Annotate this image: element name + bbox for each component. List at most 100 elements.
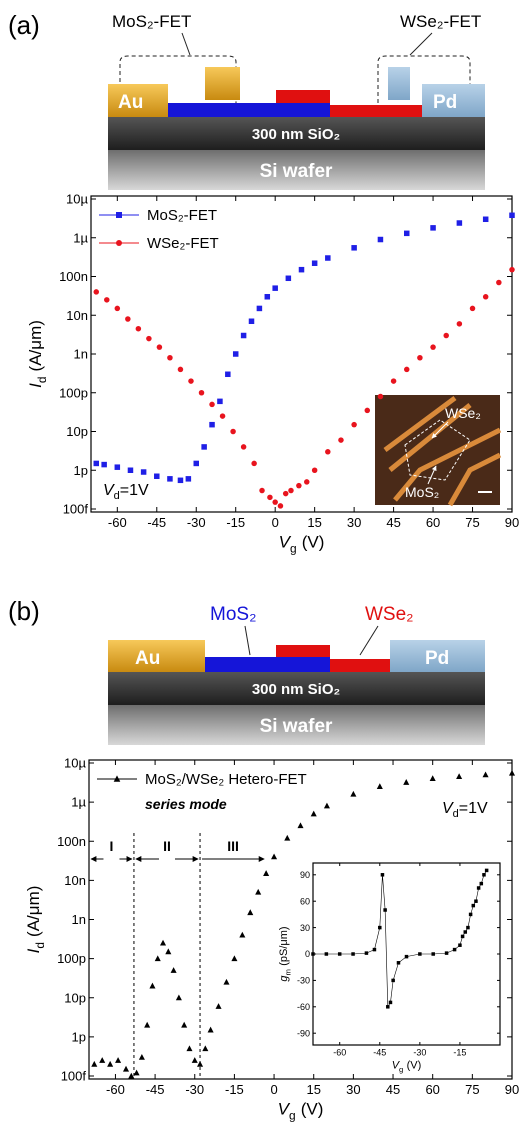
legend-note: series mode xyxy=(145,796,227,812)
point xyxy=(311,952,315,956)
point xyxy=(199,390,205,396)
point xyxy=(231,955,237,961)
x-tick-label: 0 xyxy=(270,1082,277,1097)
point xyxy=(311,811,317,817)
y-tick-label: 1n xyxy=(74,347,88,362)
point xyxy=(377,783,383,789)
point xyxy=(134,1070,140,1076)
point xyxy=(430,775,436,781)
x-tick-label: 15 xyxy=(306,1082,320,1097)
point xyxy=(403,779,409,785)
oxide-label: 300 nm SiO₂ xyxy=(252,681,340,698)
point xyxy=(220,413,226,419)
label-subscript: d xyxy=(33,942,47,949)
legend-marker xyxy=(116,240,122,246)
contact-label: Pd xyxy=(433,92,457,113)
axis-label: Vg(V) xyxy=(392,1060,422,1074)
point xyxy=(128,468,134,474)
point xyxy=(201,444,207,450)
point xyxy=(202,1045,208,1051)
contact-label: Au xyxy=(118,92,143,113)
point xyxy=(115,1057,121,1063)
x-tick-label: 75 xyxy=(465,515,479,530)
point xyxy=(249,319,255,325)
label-subscript: g xyxy=(399,1065,403,1074)
point xyxy=(483,771,489,777)
point xyxy=(128,1073,134,1079)
point xyxy=(431,952,435,956)
label-subscript: d xyxy=(35,377,49,384)
annotation: Vd=1V xyxy=(442,800,488,820)
point xyxy=(209,422,215,428)
wse2-layer xyxy=(330,659,390,672)
point xyxy=(312,468,318,474)
point xyxy=(209,402,215,408)
annotation-rest: =1V xyxy=(120,482,149,499)
point xyxy=(299,267,305,273)
point xyxy=(186,476,192,482)
contact-label: Pd xyxy=(425,648,449,669)
point xyxy=(101,462,107,468)
annotation-rest: =1V xyxy=(459,800,488,817)
axis-label: Id(A/μm) xyxy=(24,886,47,954)
y-tick-label: 100n xyxy=(57,834,86,849)
y-tick-label: 100f xyxy=(61,1069,87,1084)
point xyxy=(496,280,502,286)
point xyxy=(241,444,247,450)
point xyxy=(373,948,377,952)
label-unit: (V) xyxy=(301,1099,324,1118)
y-tick-label: 1p xyxy=(74,463,88,478)
y-tick-label: 0 xyxy=(305,949,310,959)
x-tick-label: 0 xyxy=(272,515,279,530)
inset-photo: WSe₂ MoS₂ xyxy=(375,395,500,505)
y-tick-label: -90 xyxy=(297,1028,310,1038)
point xyxy=(430,225,436,231)
point xyxy=(338,437,344,443)
y-tick-label: 1p xyxy=(72,1029,86,1044)
point xyxy=(457,321,463,327)
wse2-layer xyxy=(276,645,330,657)
y-tick-label: 30 xyxy=(300,923,310,933)
material-label: WSe₂ xyxy=(365,604,414,625)
point xyxy=(146,336,152,342)
point xyxy=(149,983,155,989)
point xyxy=(417,355,423,361)
x-tick-label: 45 xyxy=(386,1082,400,1097)
point xyxy=(265,294,271,300)
y-tick-label: 10µ xyxy=(64,756,86,771)
axis-label: Vg(V) xyxy=(278,1099,324,1122)
point xyxy=(178,478,184,484)
x-tick-label: -30 xyxy=(413,1047,426,1057)
region-label: II xyxy=(163,838,171,854)
label-unit: (pS/μm) xyxy=(278,926,290,965)
panel-label: (b) xyxy=(8,596,40,626)
point xyxy=(378,926,382,930)
axis-label: Vg(V) xyxy=(279,532,325,555)
mos2-layer xyxy=(205,657,330,672)
label-subscript: m xyxy=(283,969,292,975)
point xyxy=(186,1045,192,1051)
point xyxy=(278,503,284,509)
point xyxy=(325,952,329,956)
x-tick-label: -60 xyxy=(106,1082,125,1097)
point xyxy=(171,967,177,973)
point xyxy=(458,943,462,947)
photo-label: WSe₂ xyxy=(445,405,481,421)
point xyxy=(470,306,476,312)
mos2-layer xyxy=(168,103,330,117)
photo-label: MoS₂ xyxy=(405,484,439,500)
point xyxy=(251,461,257,467)
point xyxy=(230,429,236,435)
point xyxy=(296,483,302,489)
point xyxy=(312,260,318,266)
point xyxy=(482,873,486,877)
label-subscript: g xyxy=(289,1108,296,1122)
point xyxy=(272,499,278,505)
point xyxy=(91,1061,97,1067)
point xyxy=(351,422,357,428)
point xyxy=(378,394,384,400)
point xyxy=(178,367,184,373)
point xyxy=(255,889,261,895)
x-tick-label: 90 xyxy=(505,515,519,530)
point xyxy=(115,306,121,312)
